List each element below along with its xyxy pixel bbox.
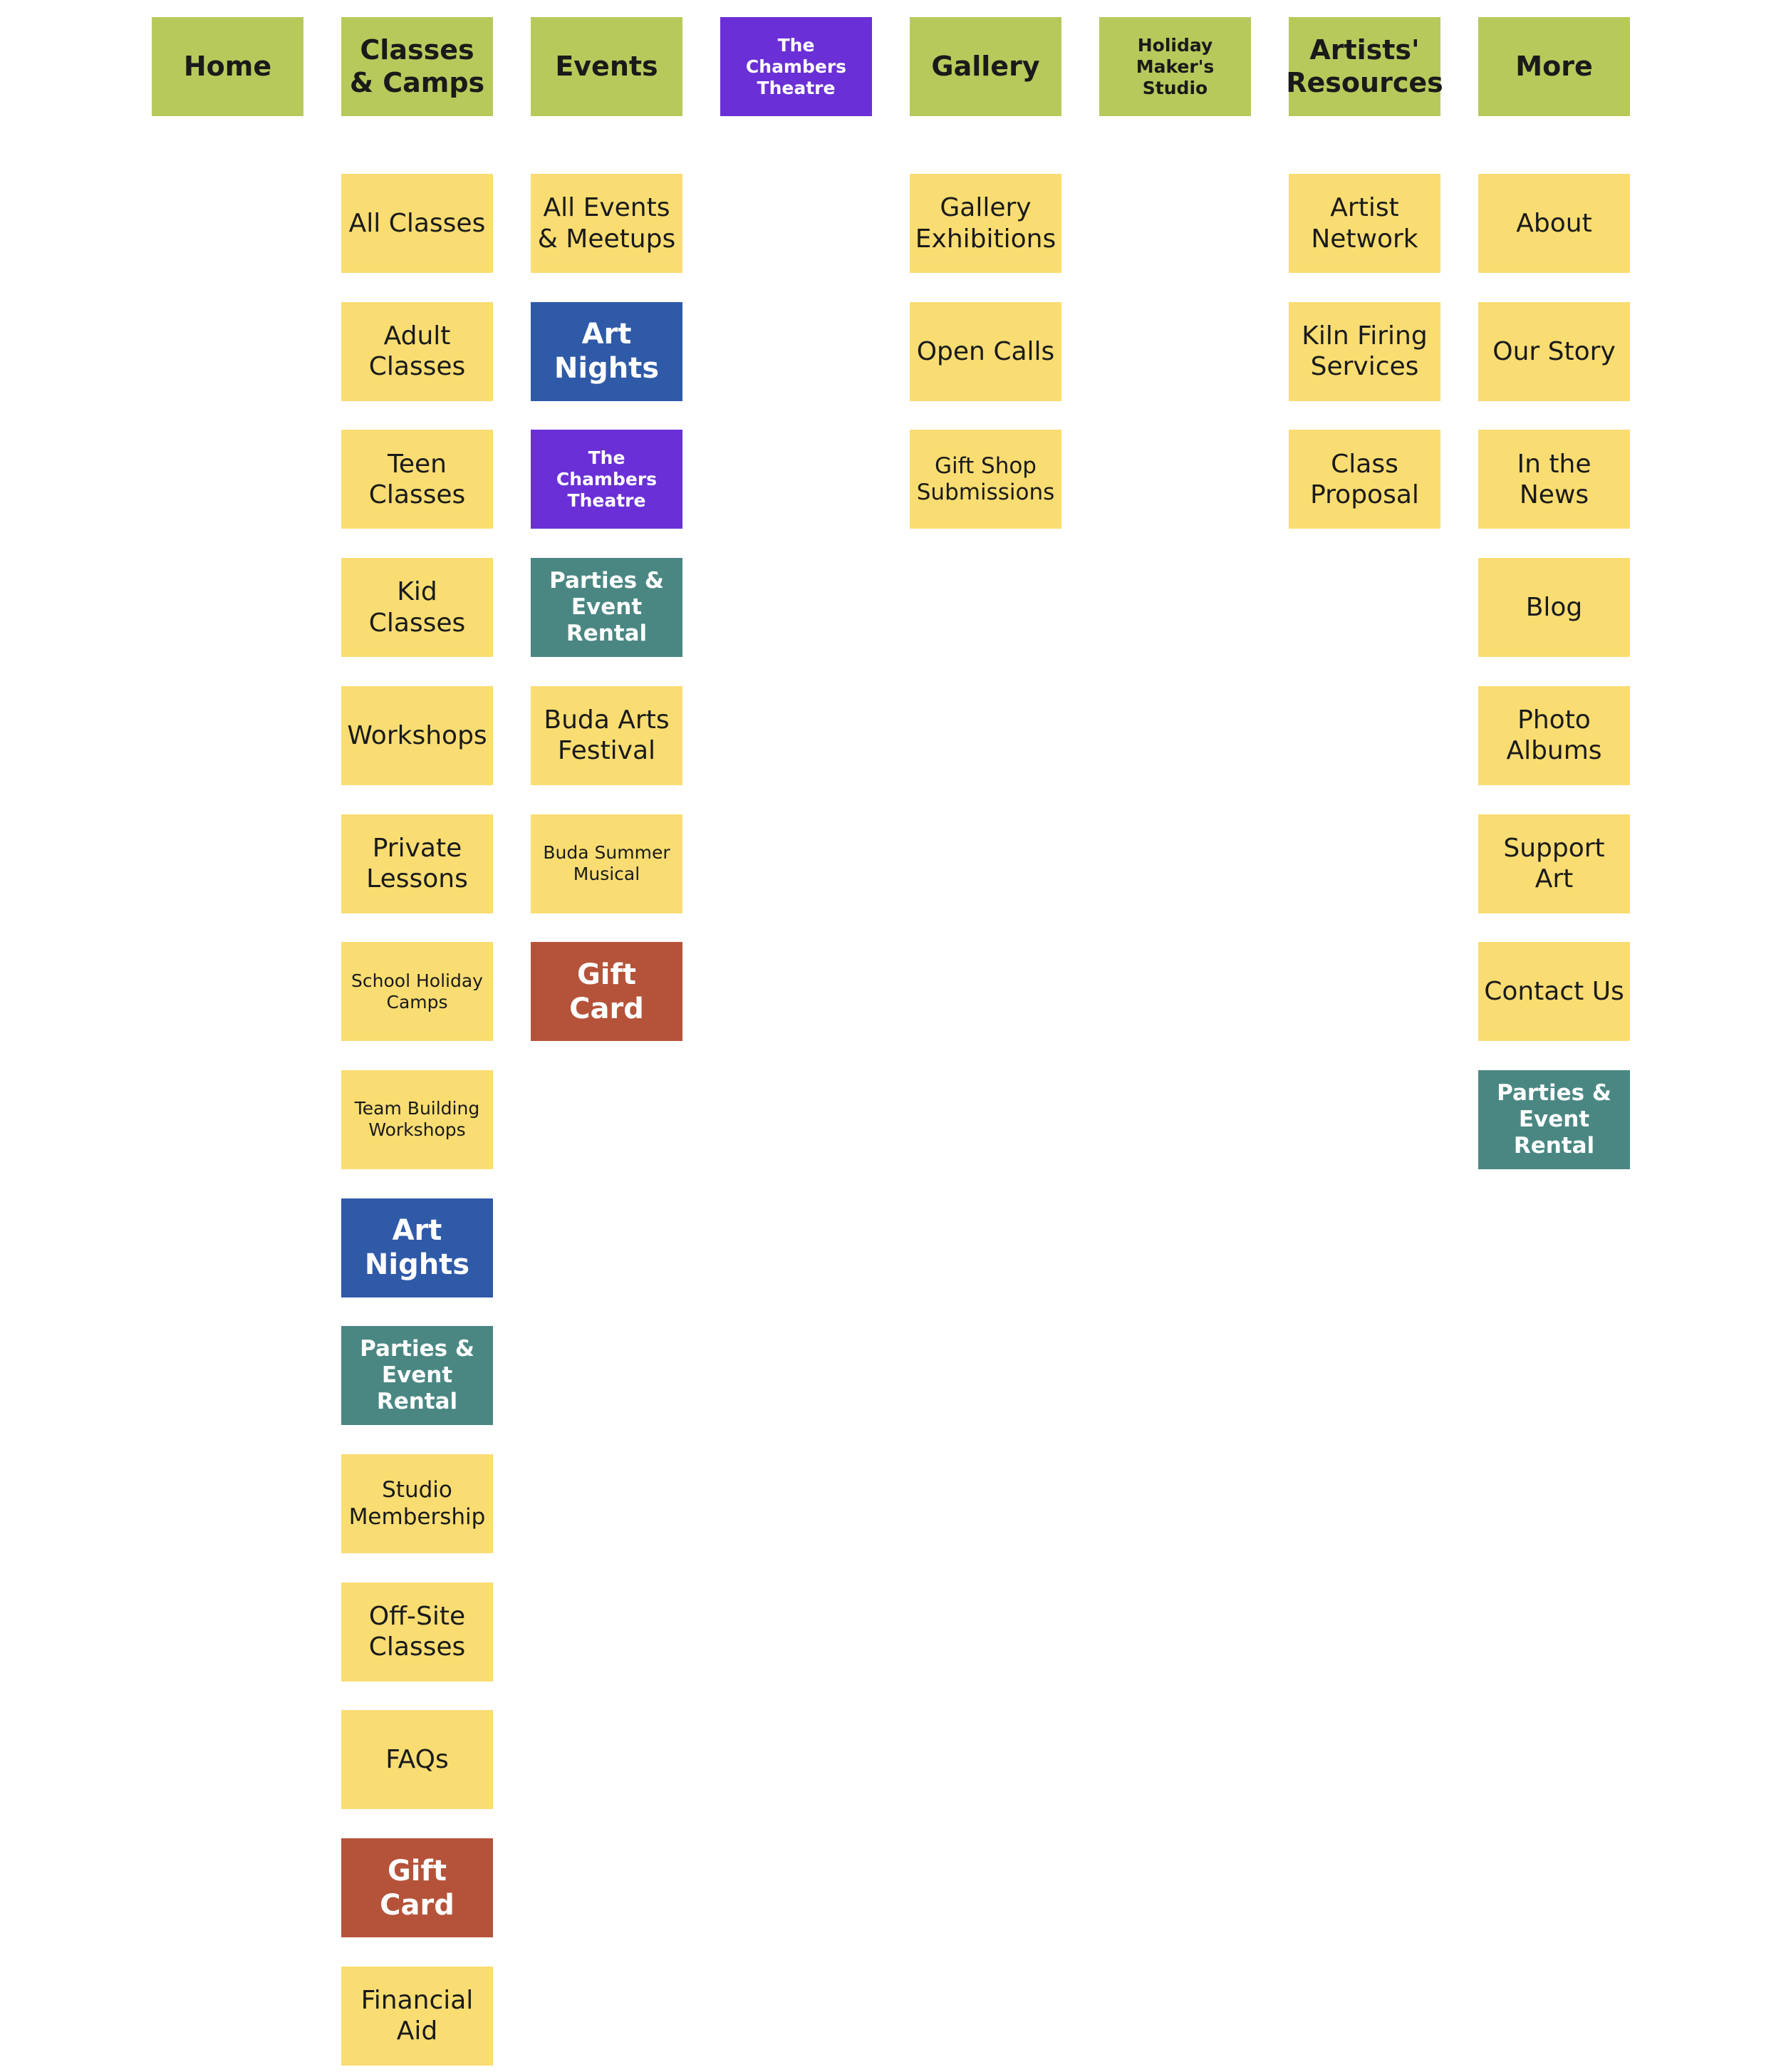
nav-item-gallery-exhibitions[interactable]: Gallery Exhibitions: [910, 174, 1061, 273]
nav-item-photo-albums[interactable]: Photo Albums: [1478, 685, 1630, 785]
nav-item-buda-summer-musical[interactable]: Buda Summer Musical: [531, 814, 682, 913]
nav-item-kiln-firing-services[interactable]: Kiln Firing Services: [1289, 301, 1440, 401]
nav-item-about[interactable]: About: [1478, 174, 1630, 273]
nav-item-gift-shop-submissions[interactable]: Gift Shop Submissions: [910, 430, 1061, 529]
nav-item-workshops[interactable]: Workshops: [341, 685, 493, 785]
nav-item-in-the-news[interactable]: In the News: [1478, 430, 1630, 529]
nav-item-the-chambers-theatre[interactable]: The Chambers Theatre: [531, 430, 682, 529]
nav-item-class-proposal[interactable]: Class Proposal: [1289, 430, 1440, 529]
nav-item-teen-classes[interactable]: Teen Classes: [341, 430, 493, 529]
nav-header-home[interactable]: Home: [152, 17, 303, 116]
nav-header-artists-resources[interactable]: Artists' Resources: [1286, 17, 1443, 116]
nav-header-holiday-maker-s-studio[interactable]: Holiday Maker's Studio: [1099, 17, 1251, 116]
nav-item-support-art[interactable]: Support Art: [1478, 814, 1630, 913]
nav-item-gift-card[interactable]: Gift Card: [531, 942, 682, 1042]
nav-item-off-site-classes[interactable]: Off-Site Classes: [341, 1582, 493, 1682]
nav-item-school-holiday-camps[interactable]: School Holiday Camps: [341, 942, 493, 1042]
nav-item-team-building-workshops[interactable]: Team Building Workshops: [341, 1069, 493, 1169]
nav-header-gallery[interactable]: Gallery: [910, 17, 1061, 116]
nav-item-kid-classes[interactable]: Kid Classes: [341, 558, 493, 658]
nav-item-parties-event-rental[interactable]: Parties & Event Rental: [531, 558, 682, 658]
nav-item-all-events-meetups[interactable]: All Events & Meetups: [531, 174, 682, 273]
nav-item-faqs[interactable]: FAQs: [341, 1710, 493, 1810]
nav-item-contact-us[interactable]: Contact Us: [1478, 942, 1630, 1042]
nav-item-artist-network[interactable]: Artist Network: [1289, 174, 1440, 273]
nav-item-art-nights[interactable]: Art Nights: [531, 301, 682, 401]
nav-header-classes-camps[interactable]: Classes & Camps: [341, 17, 493, 116]
nav-item-financial-aid[interactable]: Financial Aid: [341, 1966, 493, 2066]
nav-item-parties-event-rental[interactable]: Parties & Event Rental: [341, 1326, 493, 1426]
nav-item-adult-classes[interactable]: Adult Classes: [341, 301, 493, 401]
nav-item-art-nights[interactable]: Art Nights: [341, 1198, 493, 1297]
nav-item-parties-event-rental[interactable]: Parties & Event Rental: [1478, 1069, 1630, 1169]
nav-item-buda-arts-festival[interactable]: Buda Arts Festival: [531, 685, 682, 785]
nav-header-events[interactable]: Events: [531, 17, 682, 116]
nav-item-studio-membership[interactable]: Studio Membership: [341, 1454, 493, 1553]
nav-item-gift-card[interactable]: Gift Card: [341, 1838, 493, 1938]
nav-header-the-chambers-theatre[interactable]: The Chambers Theatre: [720, 17, 872, 116]
nav-item-blog[interactable]: Blog: [1478, 558, 1630, 658]
nav-item-open-calls[interactable]: Open Calls: [910, 301, 1061, 401]
nav-item-all-classes[interactable]: All Classes: [341, 174, 493, 273]
nav-item-private-lessons[interactable]: Private Lessons: [341, 814, 493, 913]
nav-item-our-story[interactable]: Our Story: [1478, 301, 1630, 401]
nav-header-more[interactable]: More: [1478, 17, 1630, 116]
